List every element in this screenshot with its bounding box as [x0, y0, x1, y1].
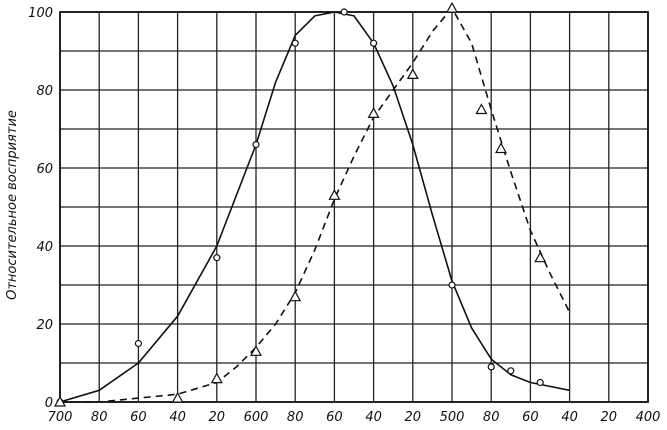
y-axis-title: Относительное восприятие — [5, 110, 20, 300]
series-2-point — [249, 345, 263, 356]
plot-frame — [59, 11, 649, 403]
series-1-point — [340, 8, 348, 16]
series-1-point — [252, 141, 260, 149]
series-2-point — [445, 1, 459, 13]
y-axis-tick-labels: 0 20 40 60 80 100 — [28, 6, 53, 411]
x-tick-label: 500 — [440, 410, 465, 425]
series-1-point — [291, 39, 299, 47]
plot-border — [59, 11, 649, 403]
y-tick-label: 20 — [36, 318, 53, 333]
series-2-point — [210, 372, 223, 384]
series-2-point — [289, 290, 302, 302]
series-2-point — [534, 251, 547, 263]
x-tick-label: 80 — [287, 410, 304, 425]
x-tick-label: 40 — [169, 410, 186, 425]
x-axis-tick-labels: 700 80 60 40 20 600 80 60 40 20 500 80 60 40 20 400 — [48, 410, 661, 425]
series-2-point — [53, 395, 67, 407]
y-tick-label: 100 — [28, 6, 53, 21]
series-2-line — [60, 7, 571, 403]
x-tick-label: 80 — [483, 410, 500, 425]
series-2-point — [475, 103, 488, 115]
x-tick-label: 400 — [636, 410, 661, 425]
series-1-point — [507, 367, 515, 375]
x-tick-label: 600 — [244, 410, 269, 425]
x-tick-label: 40 — [561, 410, 578, 425]
x-tick-label: 60 — [326, 410, 343, 425]
series-2-point — [494, 142, 508, 154]
series-1-point — [134, 339, 142, 348]
series-1-point — [213, 254, 221, 262]
curves — [59, 7, 571, 403]
x-tick-label: 20 — [601, 410, 618, 425]
markers — [53, 1, 547, 407]
series-2-point — [367, 107, 380, 119]
series-1-point — [370, 39, 378, 47]
x-tick-label: 80 — [91, 410, 108, 425]
x-tick-label: 60 — [130, 410, 147, 425]
series-2-point — [328, 189, 341, 200]
x-tick-label: 20 — [209, 410, 226, 425]
x-tick-label: 700 — [48, 410, 73, 425]
y-tick-label: 80 — [36, 84, 53, 99]
series-2-point — [406, 68, 419, 80]
y-tick-label: 40 — [36, 240, 53, 255]
y-tick-label: 0 — [45, 396, 53, 411]
y-tick-label: 60 — [36, 162, 53, 177]
series-1-point — [448, 281, 456, 289]
series-1-line — [59, 11, 570, 403]
series-1-point — [487, 363, 495, 371]
x-tick-label: 40 — [365, 410, 382, 425]
x-tick-label: 60 — [522, 410, 539, 425]
series-2-point — [171, 391, 184, 403]
grid — [59, 11, 649, 403]
series-1-point — [536, 378, 544, 387]
x-tick-label: 20 — [405, 410, 422, 425]
